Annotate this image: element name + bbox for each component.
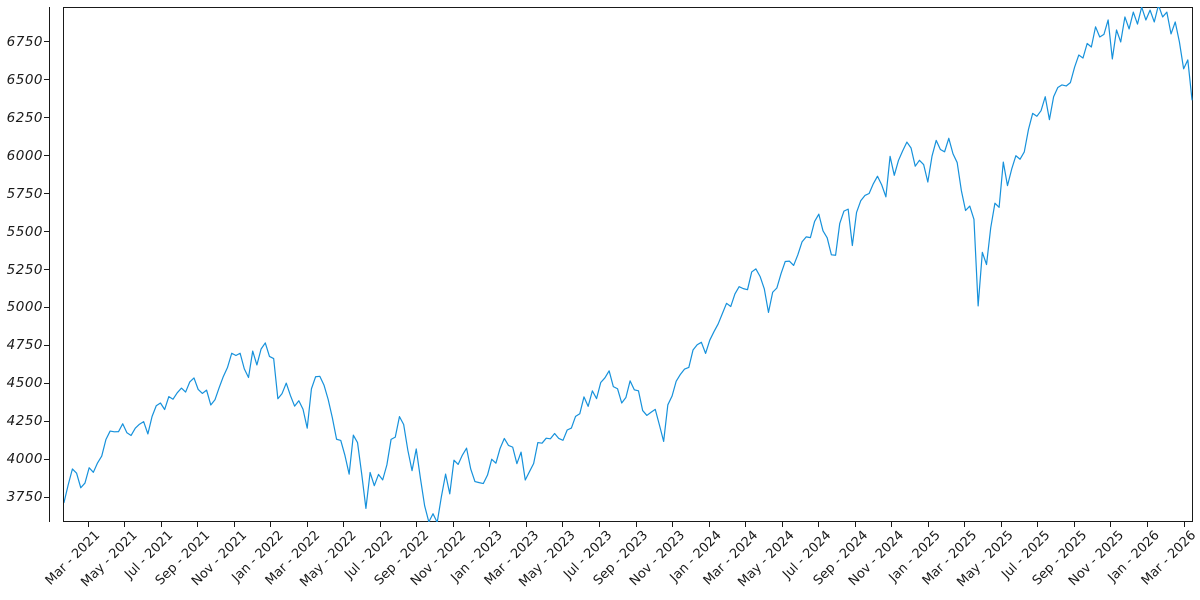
y-tick-mark — [44, 496, 49, 498]
x-tick-mark — [160, 522, 162, 527]
y-tick-label: 6250 — [6, 109, 43, 126]
x-tick-mark — [270, 522, 272, 527]
y-tick-label: 4250 — [6, 413, 43, 430]
x-tick-mark — [416, 522, 418, 527]
x-tick-mark — [489, 522, 491, 527]
y-tick-label: 5750 — [6, 185, 43, 202]
y-tick-label: 5000 — [6, 299, 43, 316]
y-tick-label: 6000 — [6, 147, 43, 164]
x-tick-mark — [891, 522, 893, 527]
x-tick-mark — [708, 522, 710, 527]
x-tick-mark — [672, 522, 674, 527]
x-tick-mark — [745, 522, 747, 527]
x-tick-mark — [87, 522, 89, 527]
y-tick-mark — [44, 420, 49, 422]
x-tick-mark — [197, 522, 199, 527]
y-tick-label: 5500 — [6, 223, 43, 240]
plot-area — [63, 7, 1193, 522]
x-tick-mark — [964, 522, 966, 527]
x-tick-mark — [1183, 522, 1185, 527]
y-tick-mark — [44, 306, 49, 308]
y-tick-label: 4750 — [6, 337, 43, 354]
x-tick-mark — [343, 522, 345, 527]
y-tick-mark — [44, 344, 49, 346]
y-tick-label: 5250 — [6, 261, 43, 278]
x-tick-mark — [854, 522, 856, 527]
y-tick-mark — [44, 382, 49, 384]
x-tick-mark — [525, 522, 527, 527]
x-tick-mark — [635, 522, 637, 527]
x-tick-mark — [1110, 522, 1112, 527]
x-tick-mark — [1146, 522, 1148, 527]
x-tick-mark — [927, 522, 929, 527]
y-tick-mark — [44, 231, 49, 233]
y-tick-label: 6750 — [6, 33, 43, 50]
x-tick-mark — [1000, 522, 1002, 527]
y-tick-label: 6500 — [6, 71, 43, 88]
y-tick-mark — [44, 41, 49, 43]
x-tick-mark — [818, 522, 820, 527]
x-tick-mark — [379, 522, 381, 527]
y-tick-label: 4000 — [6, 451, 43, 468]
y-tick-mark — [44, 193, 49, 195]
x-tick-mark — [562, 522, 564, 527]
x-tick-mark — [233, 522, 235, 527]
x-tick-mark — [1037, 522, 1039, 527]
y-tick-label: 3750 — [6, 489, 43, 506]
x-tick-mark — [124, 522, 126, 527]
y-tick-mark — [44, 458, 49, 460]
x-tick-mark — [452, 522, 454, 527]
y-tick-label: 4500 — [6, 375, 43, 392]
y-axis-spine — [49, 7, 50, 522]
x-tick-mark — [306, 522, 308, 527]
y-tick-mark — [44, 79, 49, 81]
y-tick-mark — [44, 117, 49, 119]
y-tick-mark — [44, 155, 49, 157]
x-tick-mark — [1073, 522, 1075, 527]
x-tick-mark — [598, 522, 600, 527]
y-tick-mark — [44, 269, 49, 270]
x-tick-mark — [781, 522, 783, 527]
